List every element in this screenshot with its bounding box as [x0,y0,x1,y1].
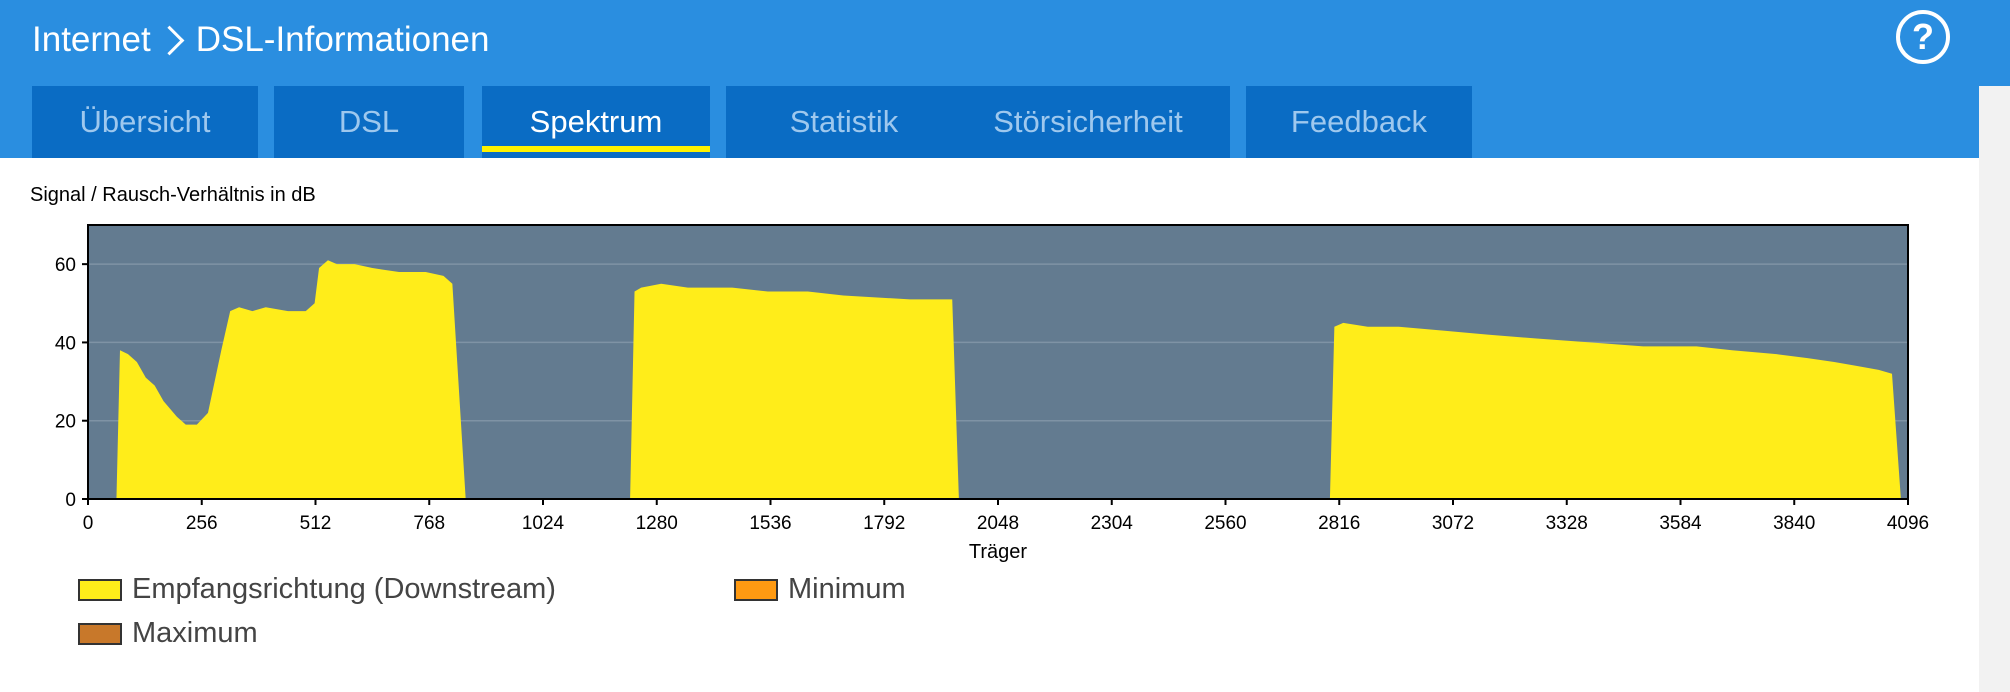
legend-swatch-minimum [734,578,778,601]
x-tick-label: 3584 [1659,513,1702,534]
chevron-right-icon [154,25,185,55]
y-tick-label: 0 [65,490,76,511]
downstream-area-segment-3 [1329,322,1901,499]
legend-item-downstream[interactable]: Empfangsrichtung (Downstream) [78,573,556,606]
legend-label-downstream: Empfangsrichtung (Downstream) [132,573,556,605]
help-icon[interactable]: ? [1896,10,1950,64]
y-tick-label: 60 [55,255,76,276]
x-tick-label: 3840 [1773,513,1815,534]
chart-title: Signal / Rausch-Verhältnis in dB [30,184,316,206]
y-tick-label: 40 [55,333,76,354]
tab-uebersicht[interactable]: Übersicht [32,86,258,158]
legend-label-maximum: Maximum [132,617,258,649]
scrollbar-thumb[interactable] [1979,0,2010,86]
x-tick-label: 4096 [1887,513,1929,534]
x-tick-label: 0 [83,513,94,534]
legend-label-minimum: Minimum [788,573,906,605]
tab-feedback[interactable]: Feedback [1246,86,1472,158]
x-tick-label: 1792 [863,513,905,534]
tab-spektrum[interactable]: Spektrum [482,86,710,158]
x-tick-label: 1536 [749,513,791,534]
x-tick-label: 2816 [1318,513,1360,534]
axis-ticks: 0 256 512 768 1024 1280 1536 1792 2048 2304 2560 28… [55,255,1929,534]
downstream-area-segment-1 [116,260,466,499]
x-tick-label: 768 [413,513,445,534]
snr-spectrum-chart: 0 256 512 768 1024 1280 1536 1792 2048 2304 2560 28… [55,224,1929,563]
breadcrumb-item-internet[interactable]: Internet [32,20,151,59]
page-scrollbar[interactable] [1979,0,2010,692]
legend-swatch-maximum [78,622,122,645]
x-tick-label: 2560 [1204,513,1246,534]
legend-swatch-downstream [78,578,122,601]
tab-stoersicherheit[interactable]: Störsicherheit [946,86,1230,158]
y-tick-label: 20 [55,412,76,433]
breadcrumb: Internet DSL-Informationen [32,18,489,62]
downstream-area-series [116,260,1901,499]
x-tick-label: 3072 [1432,513,1474,534]
downstream-area-segment-2 [630,283,959,499]
tab-statistik[interactable]: Statistik [726,86,962,158]
header-bar: Internet DSL-Informationen ? Übersicht D… [0,0,1979,158]
x-tick-label: 3328 [1546,513,1588,534]
x-tick-label: 256 [186,513,218,534]
x-tick-label: 1024 [522,513,565,534]
x-tick-label: 2048 [977,513,1019,534]
legend-item-maximum[interactable]: Maximum [78,617,258,650]
tab-dsl[interactable]: DSL [274,86,464,158]
legend-item-minimum[interactable]: Minimum [734,573,906,606]
x-tick-label: 1280 [636,513,678,534]
x-axis-label: Träger [969,541,1028,563]
x-tick-label: 512 [300,513,332,534]
breadcrumb-item-dsl-info: DSL-Informationen [195,20,490,59]
x-tick-label: 2304 [1091,513,1134,534]
